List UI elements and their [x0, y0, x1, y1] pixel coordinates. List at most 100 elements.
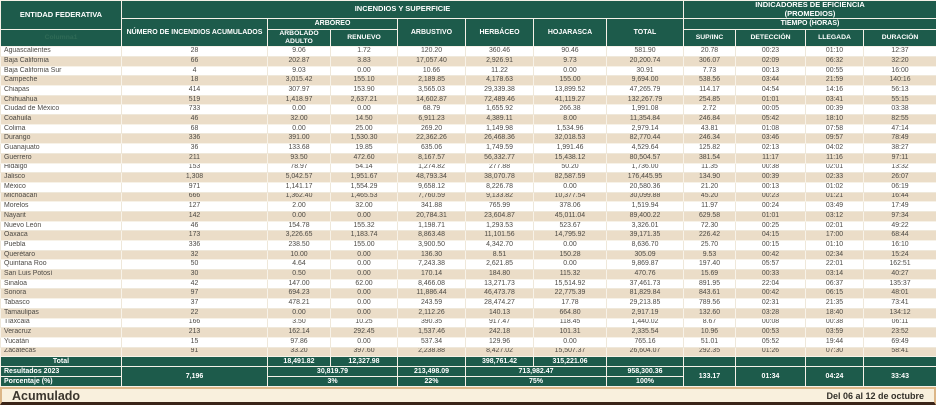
cell-total: 8,636.70 [606, 240, 684, 251]
cell-llegada: 02:33 [805, 172, 864, 183]
cell-deteccion: 00:53 [735, 327, 806, 338]
cell-incendios: 142 [121, 210, 268, 222]
cell-incendios: 97 [121, 288, 268, 300]
cell-entidad: Coahuila [0, 114, 122, 125]
cell-deteccion: 00:38 [735, 162, 806, 174]
cell-supinc: 292.35 [683, 346, 736, 358]
cell-duracion: 47:14 [862, 123, 936, 135]
total-supinc-empty [683, 356, 736, 368]
cell-renuevo: 155.32 [330, 220, 398, 232]
cell-arbolado-adulto: 391.00 [267, 133, 331, 145]
cell-duracion: 134:12 [862, 307, 936, 319]
cell-herbaceo: 277.88 [465, 162, 534, 174]
table-row: Oaxaca 173 3,226.65 1,183.74 8,863.48 11… [0, 230, 936, 241]
cell-duracion: 38:27 [862, 143, 936, 154]
cell-arbolado-adulto: 5,042.57 [267, 172, 331, 183]
cell-arbolado-adulto: 97.86 [267, 336, 331, 348]
cell-total: 47,265.79 [606, 85, 684, 96]
cell-hojarasca: 8.00 [533, 114, 607, 125]
cell-deteccion: 00:42 [735, 288, 806, 300]
cell-incendios: 1,308 [121, 172, 268, 183]
cell-incendios: 971 [121, 181, 268, 193]
table-row: Coahuila 46 32.00 14.50 6,911.23 4,389.1… [0, 114, 936, 125]
cell-supinc: 226.42 [683, 230, 736, 241]
cell-renuevo: 1,951.67 [330, 172, 398, 183]
cell-llegada: 02:34 [805, 249, 864, 261]
cell-supinc: 891.95 [683, 278, 736, 290]
cell-renuevo: 54.14 [330, 162, 398, 174]
cell-llegada: 11:16 [805, 152, 864, 164]
cell-arbolado-adulto: 32.00 [267, 114, 331, 125]
cell-hojarasca: 45,011.04 [533, 210, 607, 222]
cell-total: 30,099.88 [606, 191, 684, 203]
table-header: ENTIDAD FEDERATIVA INCENDIOS Y SUPERFICI… [0, 0, 936, 48]
cell-entidad: Jalisco [0, 172, 122, 183]
cell-total: 39,171.35 [606, 230, 684, 241]
cell-arbolado-adulto: 9.06 [267, 46, 331, 57]
cell-incendios: 336 [121, 133, 268, 145]
cell-arbustivo: 1,198.71 [397, 220, 466, 232]
cell-deteccion: 00:25 [735, 220, 806, 232]
cell-llegada: 01:02 [805, 181, 864, 193]
cell-entidad: Morelos [0, 201, 122, 212]
cell-arbustivo: 269.20 [397, 123, 466, 135]
cell-renuevo: 0.00 [330, 288, 398, 300]
cell-llegada: 00:39 [805, 104, 864, 116]
cell-total: 30.91 [606, 65, 684, 77]
cell-incendios: 32 [121, 249, 268, 261]
cell-herbaceo: 26,468.36 [465, 133, 534, 145]
cell-supinc: 11.35 [683, 162, 736, 174]
cell-hojarasca: 90.46 [533, 46, 607, 57]
promedio-supinc: 133.17 [683, 366, 736, 388]
cell-herbaceo: 4,178.63 [465, 75, 534, 86]
cell-entidad: Guanajuato [0, 143, 122, 154]
cell-llegada: 02:01 [805, 162, 864, 174]
porcentaje-label: Porcentaje (%) [0, 376, 122, 388]
cell-arbolado-adulto: 238.50 [267, 240, 331, 251]
table-footer: Total 18,491.82 12,327.98 398,761.42 315… [0, 356, 936, 388]
cell-entidad: Chihuahua [0, 94, 122, 106]
cell-entidad: Tabasco [0, 298, 122, 309]
resultados-arboreo: 30,819.79 [267, 366, 398, 378]
cell-incendios: 28 [121, 46, 268, 57]
cell-arbolado-adulto: 154.78 [267, 220, 331, 232]
cell-llegada: 02:01 [805, 220, 864, 232]
cell-duracion: 78:49 [862, 133, 936, 145]
cell-total: 80,504.57 [606, 152, 684, 164]
cell-llegada: 18:10 [805, 114, 864, 125]
cell-renuevo: 1,530.30 [330, 133, 398, 145]
cell-supinc: 789.56 [683, 298, 736, 309]
cell-supinc: 306.07 [683, 55, 736, 67]
cell-deteccion: 01:08 [735, 123, 806, 135]
cell-arbolado-adulto: 4.64 [267, 259, 331, 271]
cell-llegada: 01:10 [805, 46, 864, 57]
cell-hojarasca: 14,795.92 [533, 230, 607, 241]
cell-duracion: 17:49 [862, 201, 936, 212]
cell-arbolado-adulto: 3.50 [267, 317, 331, 329]
table-row: Sinaloa 42 147.00 62.00 8,466.08 13,271.… [0, 278, 936, 290]
table-row: Puebla 336 238.50 155.00 3,900.50 4,342.… [0, 240, 936, 251]
resultados-total: 958,300.36 [606, 366, 684, 378]
cell-entidad: Hidalgo [0, 162, 122, 174]
cell-total: 9,869.87 [606, 259, 684, 271]
fire-statistics-table: ENTIDAD FEDERATIVA INCENDIOS Y SUPERFICI… [0, 0, 936, 388]
cell-renuevo: 0.00 [330, 336, 398, 348]
cell-entidad: Querétaro [0, 249, 122, 261]
col-header-duracion: DURACIÓN [862, 29, 936, 48]
cell-deteccion: 02:13 [735, 143, 806, 154]
cell-arbustivo: 10.66 [397, 65, 466, 77]
cell-arbolado-adulto: 2.00 [267, 201, 331, 212]
cell-renuevo: 32.00 [330, 201, 398, 212]
cell-supinc: 246.34 [683, 133, 736, 145]
cell-incendios: 18 [121, 75, 268, 86]
cell-deteccion: 04:15 [735, 230, 806, 241]
cell-duracion: 13:32 [862, 162, 936, 174]
cell-herbaceo: 8,427.02 [465, 346, 534, 358]
cell-supinc: 629.58 [683, 210, 736, 222]
cell-total: 132,267.79 [606, 94, 684, 106]
cell-incendios: 519 [121, 94, 268, 106]
cell-entidad: Sinaloa [0, 278, 122, 290]
cell-entidad: Sonora [0, 288, 122, 300]
cell-duracion: 15:24 [862, 249, 936, 261]
cell-herbaceo: 13,271.73 [465, 278, 534, 290]
